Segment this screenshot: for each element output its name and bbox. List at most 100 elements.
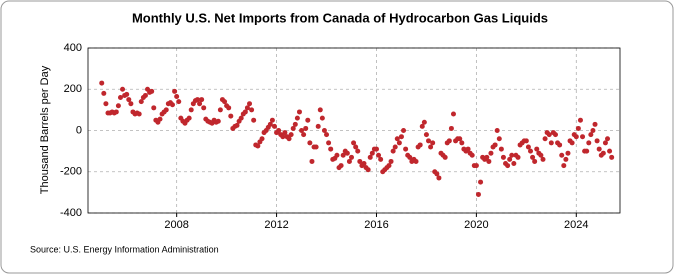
data-point xyxy=(136,111,142,117)
data-point xyxy=(172,88,178,94)
data-point xyxy=(584,148,590,154)
data-point xyxy=(338,163,344,169)
data-point xyxy=(288,132,294,138)
data-point xyxy=(442,154,448,160)
data-point xyxy=(605,136,611,142)
x-tick-label: 2020 xyxy=(464,219,488,231)
data-point xyxy=(280,134,286,140)
data-point xyxy=(509,152,515,158)
frame xyxy=(0,0,674,274)
data-point xyxy=(436,175,442,181)
data-point xyxy=(296,109,302,115)
source-note: Source: U.S. Energy Information Administ… xyxy=(30,244,219,254)
data-point xyxy=(542,136,548,142)
data-point xyxy=(292,121,298,127)
y-axis-label: Thousand Barrels per Day xyxy=(39,65,51,194)
data-point xyxy=(319,115,325,121)
data-point xyxy=(357,158,363,164)
data-point xyxy=(117,95,123,100)
data-point xyxy=(473,163,479,169)
data-point xyxy=(448,125,454,131)
x-tick-label: 2024 xyxy=(564,219,588,231)
data-point xyxy=(390,148,396,154)
data-point xyxy=(592,121,598,127)
data-point xyxy=(528,148,534,154)
y-tick-label: 0 xyxy=(76,124,82,136)
data-point xyxy=(328,146,334,152)
data-point xyxy=(149,88,155,94)
data-point xyxy=(488,150,494,156)
data-point xyxy=(271,123,277,129)
data-point xyxy=(577,117,583,123)
data-point xyxy=(428,144,434,150)
data-point xyxy=(294,115,300,121)
data-point xyxy=(142,92,148,98)
data-point xyxy=(238,115,244,121)
data-point xyxy=(594,138,600,144)
data-point xyxy=(176,99,182,105)
data-point xyxy=(365,167,371,173)
data-point xyxy=(326,140,332,146)
data-point xyxy=(386,163,392,169)
y-tick-label: -400 xyxy=(60,207,82,219)
data-point xyxy=(321,128,327,133)
chart-title: Monthly U.S. Net Imports from Canada of … xyxy=(132,10,548,25)
data-point xyxy=(282,130,288,136)
data-point xyxy=(249,107,255,113)
data-point xyxy=(588,132,594,138)
data-point xyxy=(228,113,234,119)
data-point xyxy=(417,142,423,148)
data-point xyxy=(353,144,359,150)
data-point xyxy=(255,143,261,149)
data-point xyxy=(269,117,275,123)
data-point xyxy=(498,146,504,152)
data-point xyxy=(124,91,130,97)
data-point xyxy=(115,103,121,109)
data-point xyxy=(561,163,567,169)
data-point xyxy=(276,128,282,133)
data-point xyxy=(557,142,563,148)
data-point xyxy=(523,138,529,144)
x-tick-label: 2016 xyxy=(364,219,388,231)
data-point xyxy=(242,109,248,115)
data-point xyxy=(401,128,407,133)
data-point xyxy=(369,150,375,156)
data-point xyxy=(609,154,615,160)
data-point xyxy=(355,148,361,154)
data-point xyxy=(392,144,398,150)
data-point xyxy=(101,90,107,96)
data-point xyxy=(602,140,608,146)
data-point xyxy=(215,118,221,124)
data-point xyxy=(426,138,432,144)
data-point xyxy=(376,152,382,158)
data-point xyxy=(607,148,613,154)
data-point xyxy=(394,136,400,142)
data-point xyxy=(99,80,105,86)
data-point xyxy=(286,136,292,142)
data-point xyxy=(373,146,379,152)
data-point xyxy=(244,105,250,111)
data-point xyxy=(423,132,429,138)
data-point xyxy=(267,121,273,127)
data-point xyxy=(586,140,592,146)
data-point xyxy=(103,101,109,107)
data-point xyxy=(552,132,558,138)
data-point xyxy=(226,105,232,111)
data-point xyxy=(186,115,192,121)
data-point xyxy=(120,86,126,92)
y-tick-label: 200 xyxy=(64,83,82,95)
data-point xyxy=(434,171,440,177)
data-point xyxy=(313,144,319,150)
data-point xyxy=(590,128,596,133)
plot-area xyxy=(87,47,621,214)
data-point xyxy=(534,146,540,152)
data-point xyxy=(396,140,402,146)
data-point xyxy=(126,97,132,103)
data-point xyxy=(515,154,521,160)
data-point xyxy=(465,146,471,152)
data-point xyxy=(457,136,463,142)
data-point xyxy=(600,150,606,156)
data-point xyxy=(496,136,502,142)
data-point xyxy=(301,132,307,138)
data-point xyxy=(113,109,119,115)
